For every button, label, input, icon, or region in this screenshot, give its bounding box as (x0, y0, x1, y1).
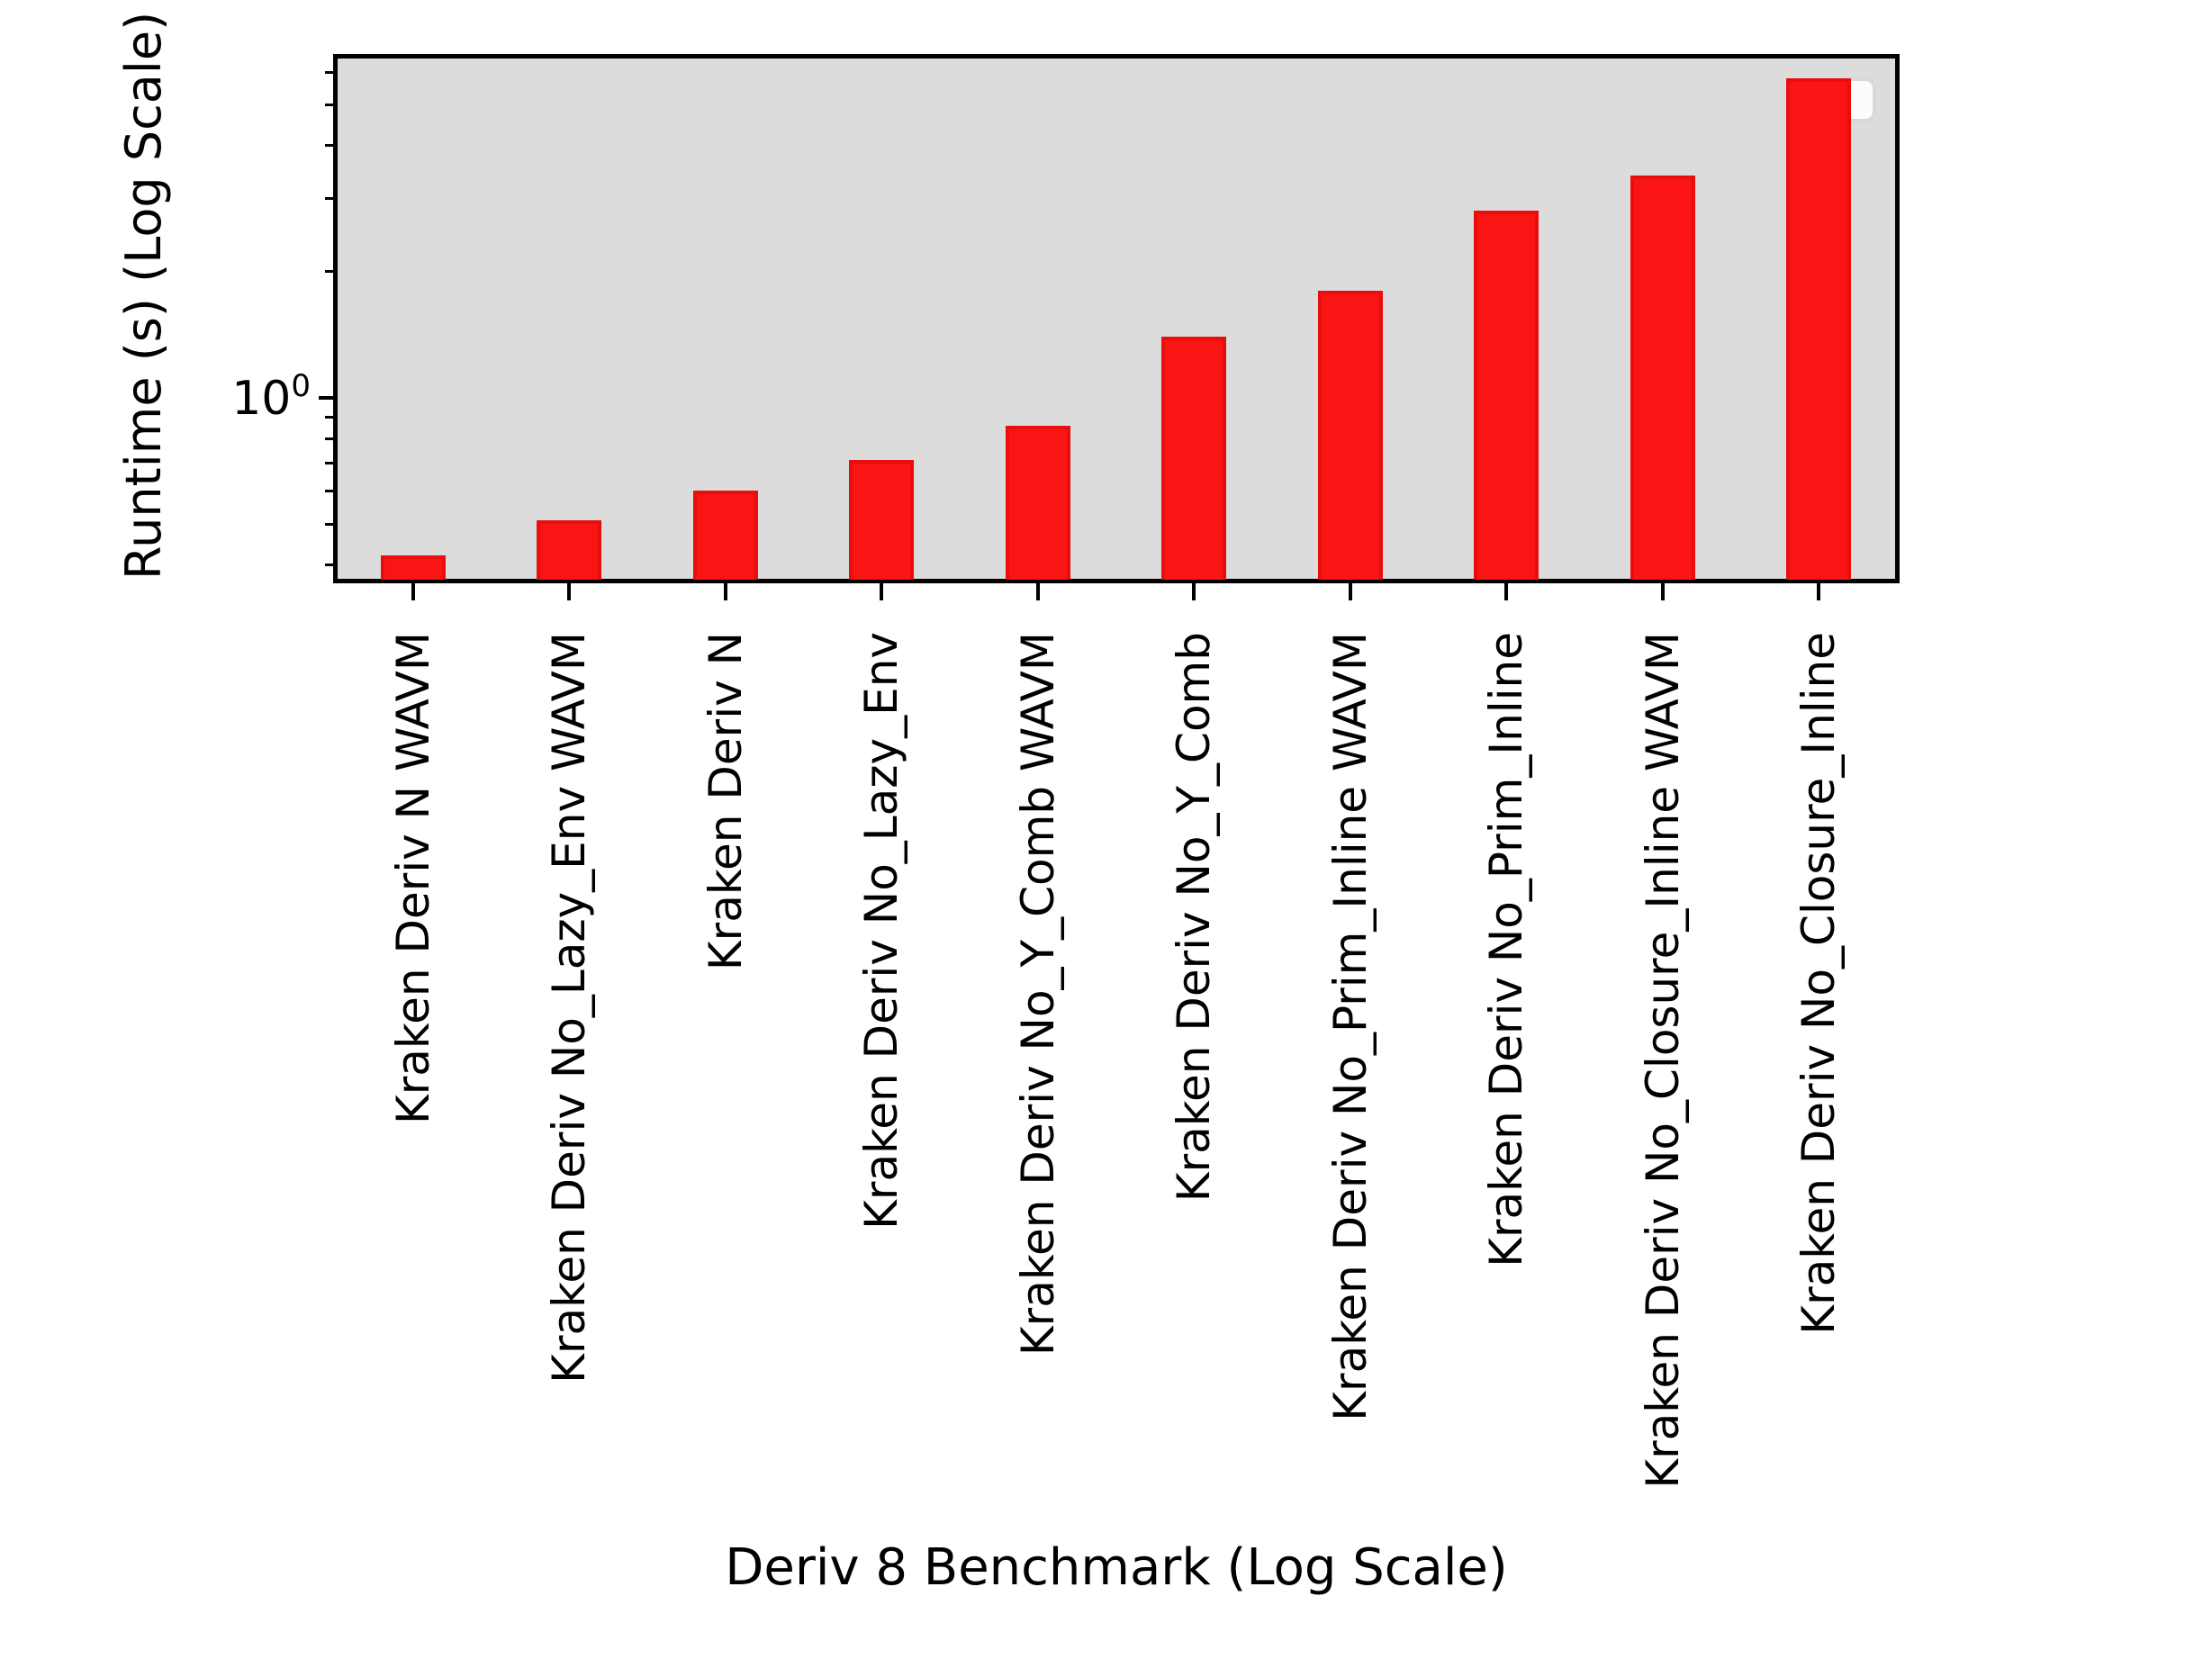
y-axis-title: Runtime (s) (Log Scale) (115, 11, 172, 580)
y-minor-tick-0.7 (325, 461, 335, 464)
x-tick-label-4: Kraken Deriv No_Lazy_Env (855, 632, 908, 1230)
y-minor-tick-2 (325, 270, 335, 274)
x-axis-title: Deriv 8 Benchmark (Log Scale) (725, 1538, 1508, 1597)
bar-6 (1161, 337, 1227, 580)
x-tick-label-1: Kraken Deriv N WAVM (386, 632, 439, 1125)
bar-10 (1786, 77, 1852, 580)
y-major-tick (319, 396, 335, 401)
bar-4 (849, 460, 915, 580)
y-minor-tick-4 (325, 144, 335, 148)
y-tick-label: 100 (126, 368, 311, 427)
bar-7 (1317, 291, 1383, 580)
x-tick-8 (1504, 582, 1509, 600)
y-minor-tick-0.8 (325, 437, 335, 440)
bar-9 (1630, 175, 1695, 580)
x-tick-10 (1817, 582, 1821, 600)
y-minor-tick-6 (325, 70, 335, 74)
bar-8 (1474, 211, 1539, 580)
x-tick-1 (411, 582, 415, 600)
x-tick-4 (880, 582, 884, 600)
x-tick-label-8: Kraken Deriv No_Prim_Inline (1480, 632, 1533, 1267)
x-tick-label-7: Kraken Deriv No_Prim_Inline WAVM (1323, 632, 1377, 1421)
bar-2 (537, 520, 602, 580)
x-tick-label-5: Kraken Deriv No_Y_Comb WAVM (1011, 632, 1064, 1357)
y-minor-tick-0.9 (325, 415, 335, 419)
y-minor-tick-3 (325, 196, 335, 200)
x-tick-6 (1192, 582, 1196, 600)
x-tick-2 (567, 582, 572, 600)
y-minor-tick-5 (325, 104, 335, 107)
x-tick-label-10: Kraken Deriv No_Closure_Inline (1792, 632, 1846, 1335)
x-tick-9 (1660, 582, 1665, 600)
x-tick-label-2: Kraken Deriv No_Lazy_Env WAVM (543, 632, 596, 1384)
bar-5 (1005, 425, 1070, 580)
x-tick-7 (1348, 582, 1352, 600)
y-minor-tick-0.6 (325, 489, 335, 492)
x-tick-5 (1035, 582, 1040, 600)
x-tick-3 (723, 582, 727, 600)
y-tick-label-exponent: 0 (291, 368, 311, 404)
bar-1 (380, 555, 446, 580)
x-tick-label-3: Kraken Deriv N (699, 632, 752, 971)
y-tick-label-base: 10 (231, 372, 292, 426)
x-tick-label-6: Kraken Deriv No_Y_Comb (1168, 632, 1221, 1203)
x-tick-label-9: Kraken Deriv No_Closure_Inline WAVM (1636, 632, 1689, 1489)
bar-3 (692, 491, 758, 580)
y-minor-tick-0.5 (325, 522, 335, 526)
y-minor-tick-0.4 (325, 563, 335, 566)
